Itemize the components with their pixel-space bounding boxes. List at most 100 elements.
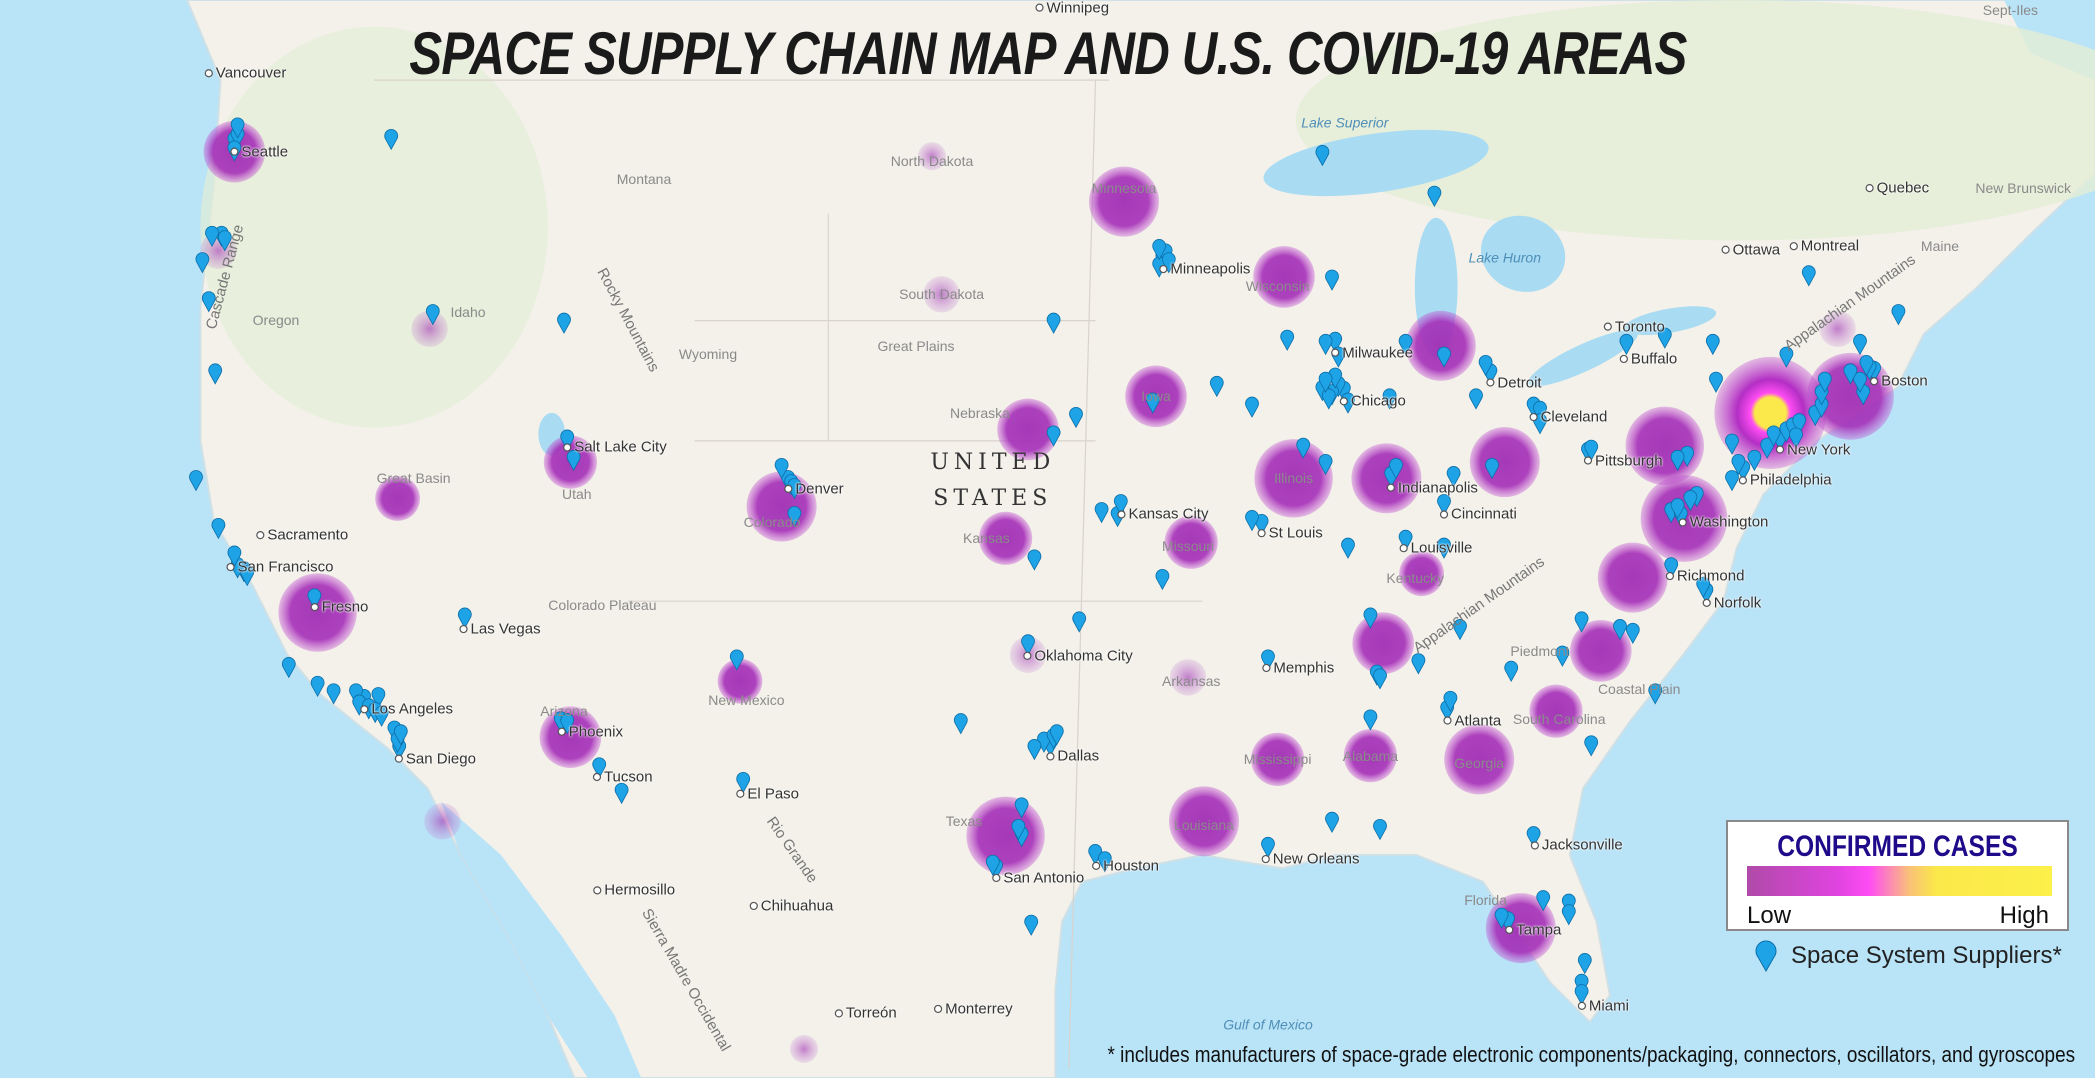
- supplier-pin: [1027, 739, 1042, 761]
- region-label: Missouri: [1161, 538, 1215, 555]
- supplier-pin: [1027, 549, 1042, 571]
- country-label: UNITED STATES: [930, 450, 1056, 512]
- city-dot-icon: [1046, 752, 1055, 761]
- suppliers-layer: [189, 117, 1906, 1006]
- supplier-pin: [1577, 953, 1592, 975]
- city-label: Washington: [1689, 513, 1769, 531]
- supplier-pin: [1494, 907, 1509, 929]
- city-label: Sacramento: [267, 526, 349, 544]
- region-label: Georgia: [1454, 755, 1505, 772]
- city-label: Tampa: [1516, 921, 1562, 939]
- city-label: Kansas City: [1128, 505, 1209, 523]
- city-dot-icon: [1505, 925, 1514, 934]
- city-label: Fresno: [321, 598, 369, 616]
- supplier-pin: [1453, 619, 1467, 641]
- city-label: Oklahoma City: [1034, 647, 1133, 665]
- city-dot-icon: [1257, 529, 1266, 538]
- city-label: Jacksonville: [1541, 836, 1623, 854]
- supplier-pin: [1398, 333, 1413, 356]
- supplier-pin: [1843, 363, 1858, 385]
- supplier-pin: [1161, 252, 1176, 274]
- region-label: South Dakota: [899, 286, 985, 303]
- supplier-pin: [1625, 622, 1640, 645]
- supplier-pin: [1664, 557, 1679, 579]
- region-label: Illinois: [1274, 470, 1314, 487]
- city-dot-icon: [1092, 861, 1101, 870]
- city-label: Buffalo: [1630, 350, 1678, 368]
- city-dot-icon: [1399, 544, 1408, 553]
- region-label: Idaho: [450, 303, 486, 320]
- region-label: Maine: [1920, 238, 1960, 255]
- city-label: Cincinnati: [1451, 505, 1517, 523]
- city-label: Chicago: [1350, 392, 1406, 410]
- supplier-pin: [1296, 437, 1311, 459]
- supplier-pin: [1859, 355, 1874, 377]
- region-label: Kentucky: [1386, 569, 1444, 586]
- supplier-pin: [211, 517, 226, 540]
- covid-area-bubble: [424, 803, 461, 840]
- city-dot-icon: [834, 1009, 843, 1018]
- supplier-pin: [1613, 619, 1627, 641]
- city-dot-icon: [230, 147, 239, 156]
- city-dot-icon: [1702, 598, 1711, 607]
- city-label: Las Vegas: [470, 620, 541, 638]
- city-label: New York: [1787, 441, 1851, 458]
- city-label: Monterrey: [945, 1000, 1013, 1018]
- supplier-pin: [1363, 607, 1378, 629]
- region-label: Mississippi: [1243, 751, 1312, 768]
- region-label: Utah: [562, 486, 592, 503]
- covid-area-bubble: [1089, 166, 1159, 237]
- city-dot-icon: [1439, 510, 1449, 519]
- supplier-pin: [1382, 388, 1397, 410]
- city-label: Hermosillo: [604, 881, 676, 899]
- city-label: Montreal: [1800, 237, 1860, 255]
- forest-tint: [1296, 0, 2095, 241]
- supplier-pin: [1049, 724, 1064, 746]
- city-label: Quebec: [1876, 179, 1930, 197]
- supplier-pin: [1341, 537, 1355, 559]
- supplier-pin: [1261, 649, 1275, 671]
- supplier-pin: [1446, 466, 1461, 488]
- supplier-pin: [1584, 735, 1599, 757]
- supplier-pin: [1705, 333, 1720, 356]
- city-label: Philadelphia: [1749, 471, 1832, 489]
- region-label: Sept-Iles: [1982, 1, 2039, 18]
- city-label: Salt Lake City: [574, 438, 667, 456]
- city-dot-icon: [1869, 377, 1879, 386]
- supplier-pin: [1485, 457, 1499, 480]
- city-dot-icon: [310, 603, 319, 612]
- covid-area-bubble: [1597, 542, 1668, 613]
- supplier-pin: [217, 230, 232, 252]
- legend-high-label: High: [1999, 902, 2049, 929]
- supplier-pin: [1321, 388, 1336, 410]
- supplier-pin: [1657, 327, 1672, 349]
- region-label: Colorado: [743, 514, 801, 531]
- supplier-pin: [985, 854, 1000, 876]
- covid-area-bubble: [1251, 732, 1305, 786]
- city-dot-icon: [226, 562, 235, 572]
- city-label: Winnipeg: [1046, 0, 1110, 17]
- supplier-pin: [1021, 634, 1035, 656]
- gulf-of-california: [440, 801, 642, 1078]
- city-label: Chihuahua: [760, 897, 834, 915]
- map-pin-icon: [1755, 940, 1777, 972]
- covid-area-bubble: [411, 310, 448, 347]
- supplier-pin: [1619, 333, 1634, 356]
- city-label: Tucson: [603, 768, 653, 786]
- covid-area-bubble: [1819, 310, 1856, 347]
- city-dot-icon: [1023, 651, 1032, 660]
- supplier-pin: [614, 782, 629, 805]
- city-label: Detroit: [1497, 374, 1542, 391]
- confirmed-cases-legend: CONFIRMED CASES Low High: [1726, 820, 2069, 931]
- supplier-pin: [1072, 611, 1087, 633]
- supplier-pin: [1315, 145, 1330, 167]
- region-label: Kansas: [963, 530, 1010, 547]
- supplier-pin: [729, 649, 744, 671]
- supplier-pin: [1648, 683, 1663, 705]
- supplier-pin: [1504, 660, 1519, 683]
- supplier-pin: [1094, 502, 1109, 524]
- covid-area-bubble: [979, 511, 1033, 565]
- supplier-pin: [1437, 537, 1451, 559]
- lake: [1528, 329, 1638, 387]
